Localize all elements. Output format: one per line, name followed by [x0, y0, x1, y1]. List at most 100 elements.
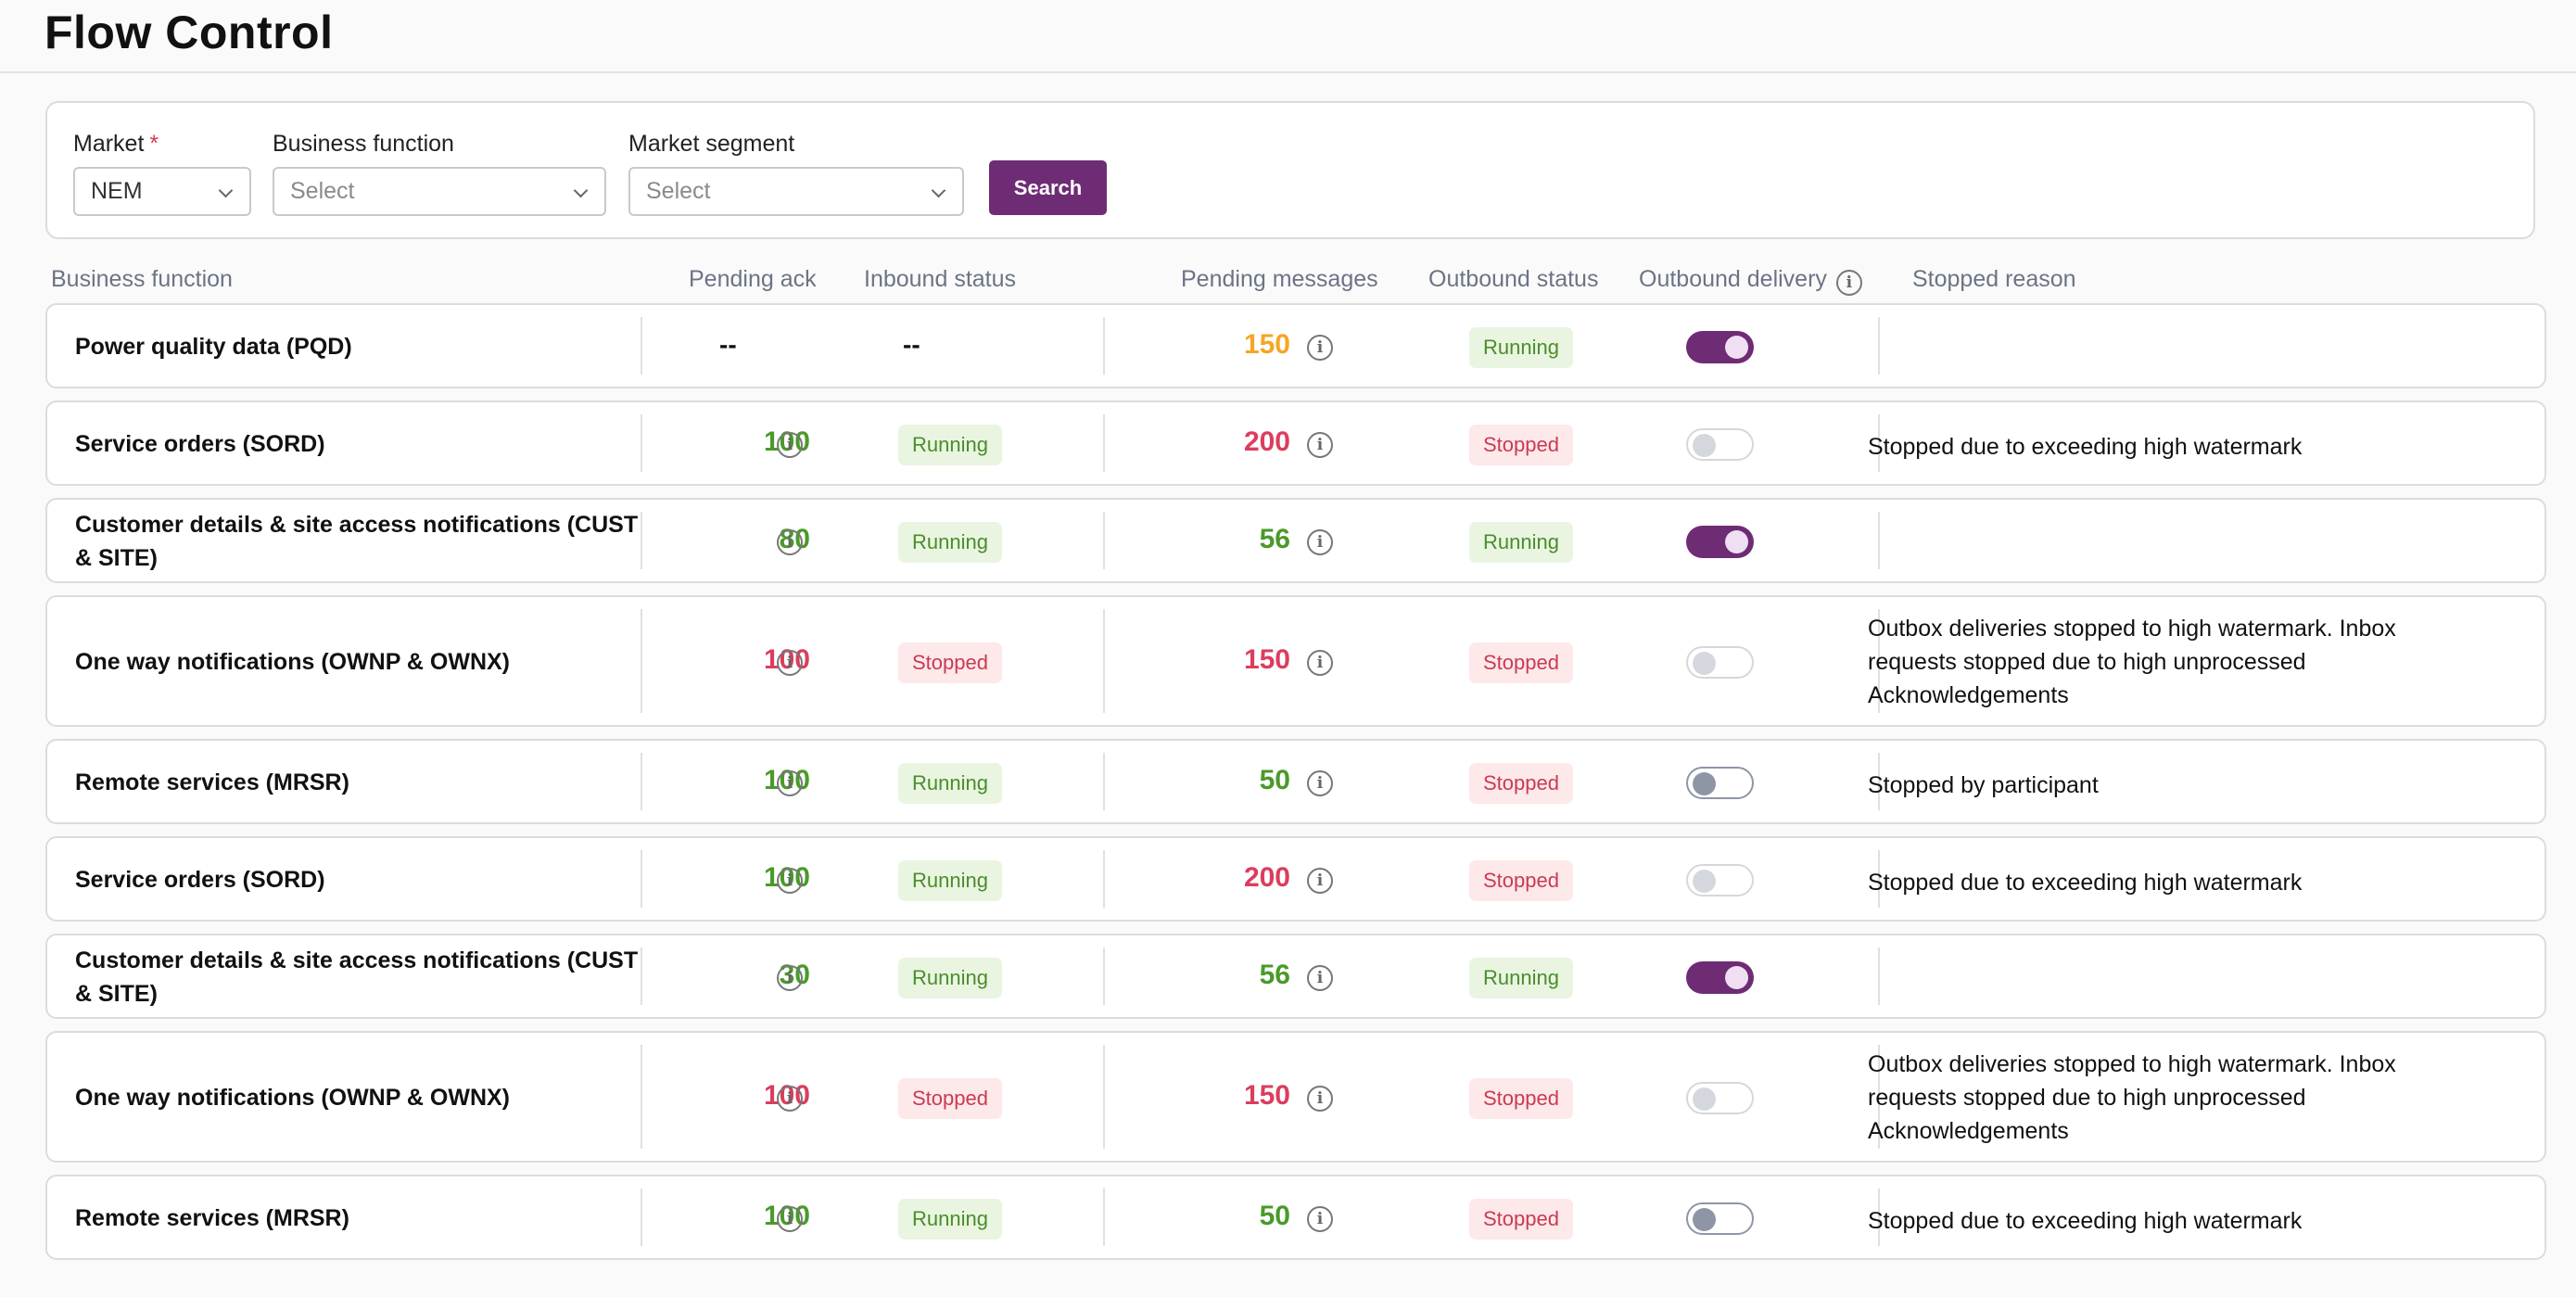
- toggle-knob: [1693, 1087, 1716, 1111]
- inbound-status-value: --: [903, 330, 920, 359]
- info-icon[interactable]: i: [777, 965, 803, 991]
- inbound-status-badge: Running: [898, 1199, 1002, 1240]
- info-icon[interactable]: i: [777, 868, 803, 894]
- pending-messages-value: 200: [1243, 862, 1290, 893]
- business-function-name: Power quality data (PQD): [75, 334, 352, 360]
- outbound-delivery-toggle[interactable]: [1686, 428, 1754, 461]
- header-outbound-delivery: Outbound delivery i: [1639, 266, 1862, 297]
- market-label: Market *: [73, 131, 159, 157]
- column-divider: [1878, 512, 1880, 569]
- outbound-status-badge: Stopped: [1469, 763, 1573, 804]
- column-divider: [641, 609, 642, 713]
- column-divider: [641, 317, 642, 375]
- info-icon[interactable]: i: [777, 529, 803, 555]
- column-divider: [1878, 317, 1880, 375]
- info-icon[interactable]: i: [1307, 529, 1333, 555]
- outbound-delivery-toggle[interactable]: [1686, 646, 1754, 679]
- inbound-status-badge: Stopped: [898, 1078, 1002, 1119]
- business-function-select[interactable]: Select: [273, 167, 606, 216]
- chevron-down-icon: [218, 183, 234, 198]
- column-divider: [1103, 414, 1105, 472]
- market-select[interactable]: NEM: [73, 167, 251, 216]
- stopped-reason-text: Stopped due to exceeding high watermark: [1868, 434, 2303, 460]
- column-divider: [1878, 609, 1880, 713]
- required-mark: *: [149, 131, 159, 157]
- column-divider: [1103, 1189, 1105, 1246]
- pending-messages-value: 200: [1243, 426, 1290, 457]
- inbound-status-badge: Running: [898, 522, 1002, 563]
- table-row: One way notifications (OWNP & OWNX) 100 i S…: [45, 1031, 2546, 1163]
- market-segment-select[interactable]: Select: [628, 167, 964, 216]
- column-divider: [1878, 414, 1880, 472]
- page-header: Flow Control: [0, 0, 2576, 73]
- info-icon[interactable]: i: [777, 650, 803, 676]
- column-divider: [1878, 947, 1880, 1005]
- info-icon[interactable]: i: [1307, 770, 1333, 796]
- table-row: Remote services (MRSR) 100 i Running 50 i Stop…: [45, 739, 2546, 824]
- outbound-status-badge: Running: [1469, 522, 1573, 563]
- info-icon[interactable]: i: [1307, 650, 1333, 676]
- table-row: Customer details & site access notificat…: [45, 934, 2546, 1019]
- table-row: Remote services (MRSR) 100 i Running 50 i Stop…: [45, 1175, 2546, 1260]
- info-icon[interactable]: i: [1307, 335, 1333, 361]
- business-function-name: Service orders (SORD): [75, 431, 325, 457]
- toggle-knob: [1725, 336, 1748, 359]
- outbound-delivery-toggle[interactable]: [1686, 526, 1754, 558]
- info-icon[interactable]: i: [1835, 270, 1862, 297]
- column-divider: [641, 850, 642, 908]
- table-row: One way notifications (OWNP & OWNX) 100 i S…: [45, 595, 2546, 727]
- header-pending-ack: Pending ack: [689, 266, 817, 292]
- business-function-name: One way notifications (OWNP & OWNX): [75, 1085, 511, 1111]
- header-business-function: Business function: [51, 266, 233, 292]
- outbound-status-badge: Stopped: [1469, 1078, 1573, 1119]
- business-function-name: Remote services (MRSR): [75, 1205, 349, 1231]
- info-icon[interactable]: i: [1307, 1206, 1333, 1232]
- column-divider: [641, 414, 642, 472]
- outbound-delivery-toggle[interactable]: [1686, 767, 1754, 799]
- business-function-name: One way notifications (OWNP & OWNX): [75, 649, 511, 675]
- info-icon[interactable]: i: [777, 1206, 803, 1232]
- inbound-status-badge: Running: [898, 958, 1002, 998]
- outbound-delivery-toggle[interactable]: [1686, 331, 1754, 363]
- outbound-status-badge: Stopped: [1469, 860, 1573, 901]
- chevron-down-icon: [573, 183, 589, 198]
- pending-messages-value: 50: [1259, 765, 1290, 795]
- chevron-down-icon: [931, 183, 946, 198]
- info-icon[interactable]: i: [1307, 1086, 1333, 1112]
- search-button[interactable]: Search: [989, 160, 1107, 215]
- outbound-delivery-toggle[interactable]: [1686, 961, 1754, 994]
- info-icon[interactable]: i: [1307, 432, 1333, 458]
- business-function-placeholder: Select: [290, 178, 355, 204]
- market-segment-placeholder: Select: [646, 178, 711, 204]
- pending-messages-value: 56: [1259, 524, 1290, 554]
- outbound-delivery-toggle[interactable]: [1686, 1082, 1754, 1114]
- info-icon[interactable]: i: [1307, 868, 1333, 894]
- outbound-status-badge: Stopped: [1469, 642, 1573, 683]
- outbound-delivery-toggle[interactable]: [1686, 1202, 1754, 1235]
- stopped-reason-text: Stopped due to exceeding high watermark: [1868, 870, 2303, 896]
- market-segment-label: Market segment: [628, 131, 795, 157]
- business-function-name: Service orders (SORD): [75, 867, 325, 893]
- info-icon[interactable]: i: [777, 1086, 803, 1112]
- info-icon[interactable]: i: [777, 432, 803, 458]
- header-pending-messages: Pending messages: [1181, 266, 1378, 292]
- header-inbound-status: Inbound status: [864, 266, 1017, 292]
- table-row: Power quality data (PQD) -- -- 150 i Running: [45, 303, 2546, 388]
- pending-messages-value: 50: [1259, 1201, 1290, 1231]
- info-icon[interactable]: i: [1307, 965, 1333, 991]
- toggle-knob: [1693, 772, 1716, 795]
- column-divider: [641, 947, 642, 1005]
- business-function-name: Remote services (MRSR): [75, 769, 349, 795]
- column-divider: [641, 512, 642, 569]
- outbound-delivery-toggle[interactable]: [1686, 864, 1754, 896]
- header-stopped-reason: Stopped reason: [1912, 266, 2076, 292]
- info-icon[interactable]: i: [777, 770, 803, 796]
- stopped-reason-text: Stopped by participant: [1868, 772, 2099, 798]
- business-function-name: Customer details & site access notificat…: [75, 947, 639, 1007]
- pending-messages-value: 150: [1243, 644, 1290, 675]
- stopped-reason-text: Outbox deliveries stopped to high waterm…: [1868, 1051, 2396, 1144]
- toggle-knob: [1725, 966, 1748, 989]
- inbound-status-badge: Stopped: [898, 642, 1002, 683]
- pending-ack-value: --: [719, 330, 737, 359]
- column-divider: [1878, 1045, 1880, 1149]
